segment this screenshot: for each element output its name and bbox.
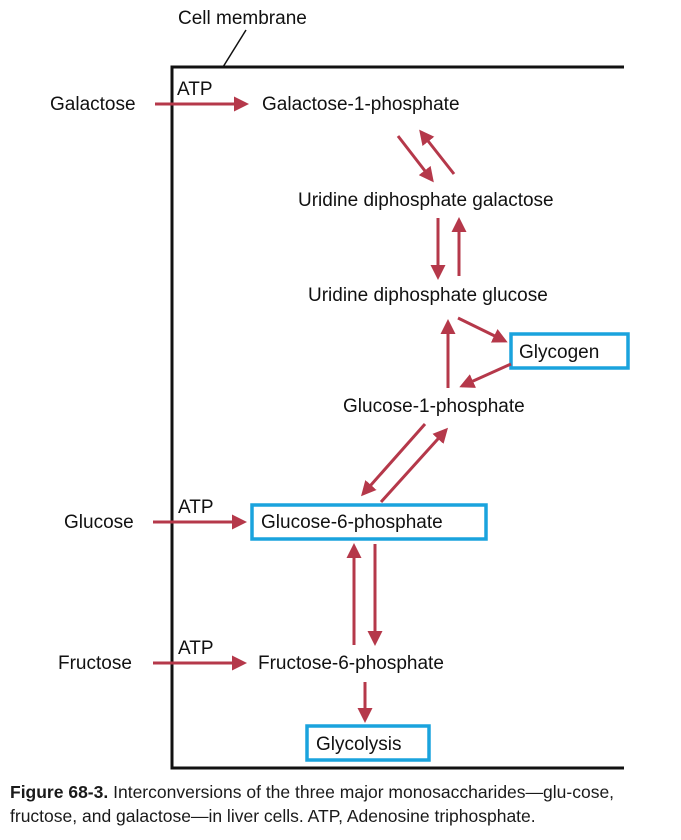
figure-number: Figure 68-3. xyxy=(10,782,109,802)
fructose-6-phosphate-label: Fructose-6-phosphate xyxy=(258,653,444,674)
atp-label-glucose: ATP xyxy=(178,497,214,518)
atp-label-galactose: ATP xyxy=(177,79,213,100)
cell-membrane-line xyxy=(170,65,624,770)
cell-membrane-pointer xyxy=(222,29,247,68)
glucose-label: Glucose xyxy=(64,512,134,533)
g6p-to-g1p-arrow xyxy=(379,427,449,504)
pathway-diagram: Cell membrane Galactose ATP Glucose ATP … xyxy=(50,8,630,770)
udp-glucose-label: Uridine diphosphate glucose xyxy=(308,285,548,306)
glycogen-label: Glycogen xyxy=(519,342,599,363)
galactose-label: Galactose xyxy=(50,94,136,115)
udp-galactose-label: Uridine diphosphate galactose xyxy=(298,190,554,211)
fructose-label: Fructose xyxy=(58,653,132,674)
glucose-6-phosphate-box xyxy=(250,503,488,541)
cell-membrane-label: Cell membrane xyxy=(178,8,307,29)
atp-label-fructose: ATP xyxy=(178,638,214,659)
udpgal-to-gal1p-arrow xyxy=(419,129,456,175)
glucose-6-phosphate-label: Glucose-6-phosphate xyxy=(261,512,443,533)
glycolysis-label: Glycolysis xyxy=(316,734,402,755)
g1p-to-g6p-arrow xyxy=(361,423,427,497)
glycogen-to-g1p-arrow xyxy=(459,362,512,388)
figure-caption: Figure 68-3. Interconversions of the thr… xyxy=(10,780,672,828)
glycolysis-box xyxy=(305,724,431,762)
galactose-1-phosphate-label: Galactose-1-phosphate xyxy=(262,94,460,115)
udpglc-to-glycogen-arrow xyxy=(457,316,508,343)
glucose-1-phosphate-label: Glucose-1-phosphate xyxy=(343,396,525,417)
caption-text: Interconversions of the three major mono… xyxy=(10,782,615,826)
glycogen-box xyxy=(509,332,630,370)
gal1p-to-udpgal-arrow xyxy=(396,135,434,183)
